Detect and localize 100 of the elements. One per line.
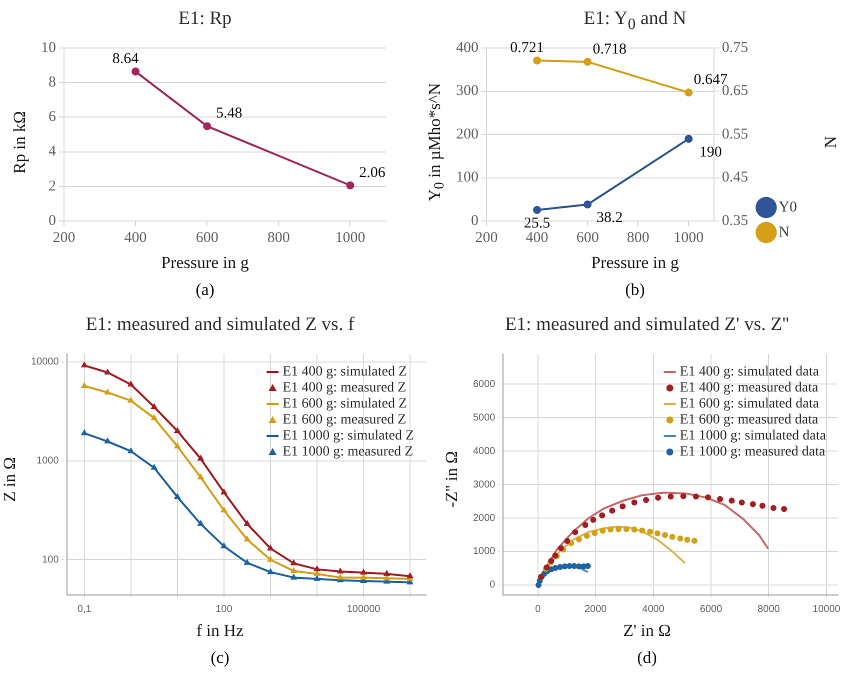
point	[692, 493, 699, 500]
point	[572, 529, 578, 536]
point	[197, 454, 204, 461]
text: (a)	[196, 279, 214, 301]
point	[290, 574, 298, 580]
x-tick-label: 400	[124, 230, 147, 246]
y-axis-title: Rp in kΩ	[10, 110, 30, 174]
text: (c)	[210, 647, 230, 669]
point	[647, 528, 654, 535]
point	[680, 493, 686, 500]
y-tick-label: 0	[48, 212, 56, 229]
legend-label: E1 1000 g: simulated data	[680, 428, 827, 444]
point	[220, 506, 228, 512]
point	[132, 68, 140, 76]
chart-title: E1: measured and simulated Z' vs. Z''	[504, 313, 790, 337]
point	[750, 501, 756, 508]
x-axis-title: Pressure in g	[591, 252, 679, 274]
point	[691, 538, 698, 544]
y2-tick-label: 0.55	[722, 126, 748, 142]
chart-title: E1: Y$_{0}$ and N	[584, 7, 686, 34]
point	[174, 426, 181, 433]
x-axis-title: Pressure in g	[161, 252, 249, 274]
y-tick-label: 1000	[472, 546, 496, 558]
point	[781, 506, 788, 512]
point	[360, 568, 367, 575]
legend-label: E1 600 g: measured data	[680, 412, 819, 428]
point	[197, 520, 204, 526]
point	[677, 535, 684, 542]
point	[80, 382, 88, 388]
point	[174, 442, 181, 448]
point	[406, 572, 414, 578]
x-tick-label: 2000	[584, 604, 608, 615]
point	[267, 568, 274, 574]
point	[150, 464, 158, 470]
point	[558, 545, 564, 552]
point	[620, 503, 626, 510]
point	[609, 508, 616, 514]
chart-title: E1: Rp	[178, 7, 232, 31]
legend-label: E1 1000 g: measured data	[680, 444, 826, 460]
data-label: 0.718	[592, 41, 626, 58]
y-tick-label: 4000	[472, 446, 496, 457]
point	[616, 526, 622, 532]
point	[197, 473, 204, 480]
point	[244, 536, 251, 542]
point	[684, 536, 690, 543]
point	[582, 522, 588, 528]
legend-label: E1 600 g: simulated Z	[282, 396, 408, 412]
y2-tick-label: 0.35	[722, 212, 748, 229]
point	[244, 520, 251, 526]
y-axis-title: -Z'' in Ω	[442, 450, 462, 508]
point	[150, 402, 158, 409]
point	[728, 498, 735, 504]
point	[759, 502, 766, 509]
point	[600, 528, 606, 534]
legend-label: E1 600 g: simulated data	[680, 396, 820, 412]
y2-tick-label: 0.75	[722, 40, 748, 56]
point	[203, 122, 212, 130]
point	[631, 500, 638, 506]
y-tick-label: 6000	[472, 378, 496, 390]
y-tick-label: 100	[456, 170, 478, 186]
point	[584, 200, 592, 208]
x-tick-label: 1000	[674, 230, 704, 246]
x-tick-label: 0	[535, 604, 542, 615]
data-label: 38.2	[596, 210, 623, 226]
data-label: 5.48	[216, 106, 242, 122]
point	[267, 544, 274, 550]
y-tick-label: 3000	[472, 479, 496, 490]
point	[584, 532, 590, 539]
point	[717, 496, 724, 502]
point	[599, 512, 606, 518]
point	[576, 536, 582, 542]
point	[104, 388, 112, 394]
data-label: 25.5	[524, 215, 550, 232]
y-tick-label: 0	[471, 212, 478, 229]
x-tick-label: 8000	[758, 604, 780, 615]
point	[244, 558, 251, 565]
x-tick-label: 1000	[335, 230, 366, 246]
x-tick-label: 400	[526, 230, 548, 246]
point	[383, 570, 390, 576]
point	[336, 574, 344, 580]
y-tick-label: 10000	[30, 356, 60, 368]
point	[608, 526, 614, 532]
point	[684, 88, 693, 97]
y-tick-label: 100	[42, 554, 60, 566]
y-tick-label: 2	[48, 178, 56, 194]
point	[770, 505, 776, 512]
x-tick-label: 600	[576, 230, 599, 246]
x-tick-label: 800	[267, 230, 290, 246]
point	[533, 206, 542, 214]
legend-label: E1 400 g: measured data	[680, 380, 819, 396]
legend-label: E1 600 g: measured Z	[282, 412, 406, 428]
point	[314, 574, 320, 581]
data-label: 0.721	[510, 40, 544, 56]
point	[127, 380, 134, 387]
point	[654, 530, 660, 536]
data-label: 8.64	[112, 50, 140, 67]
point	[174, 493, 181, 500]
point	[314, 565, 320, 572]
point	[290, 566, 298, 573]
point	[639, 527, 646, 534]
